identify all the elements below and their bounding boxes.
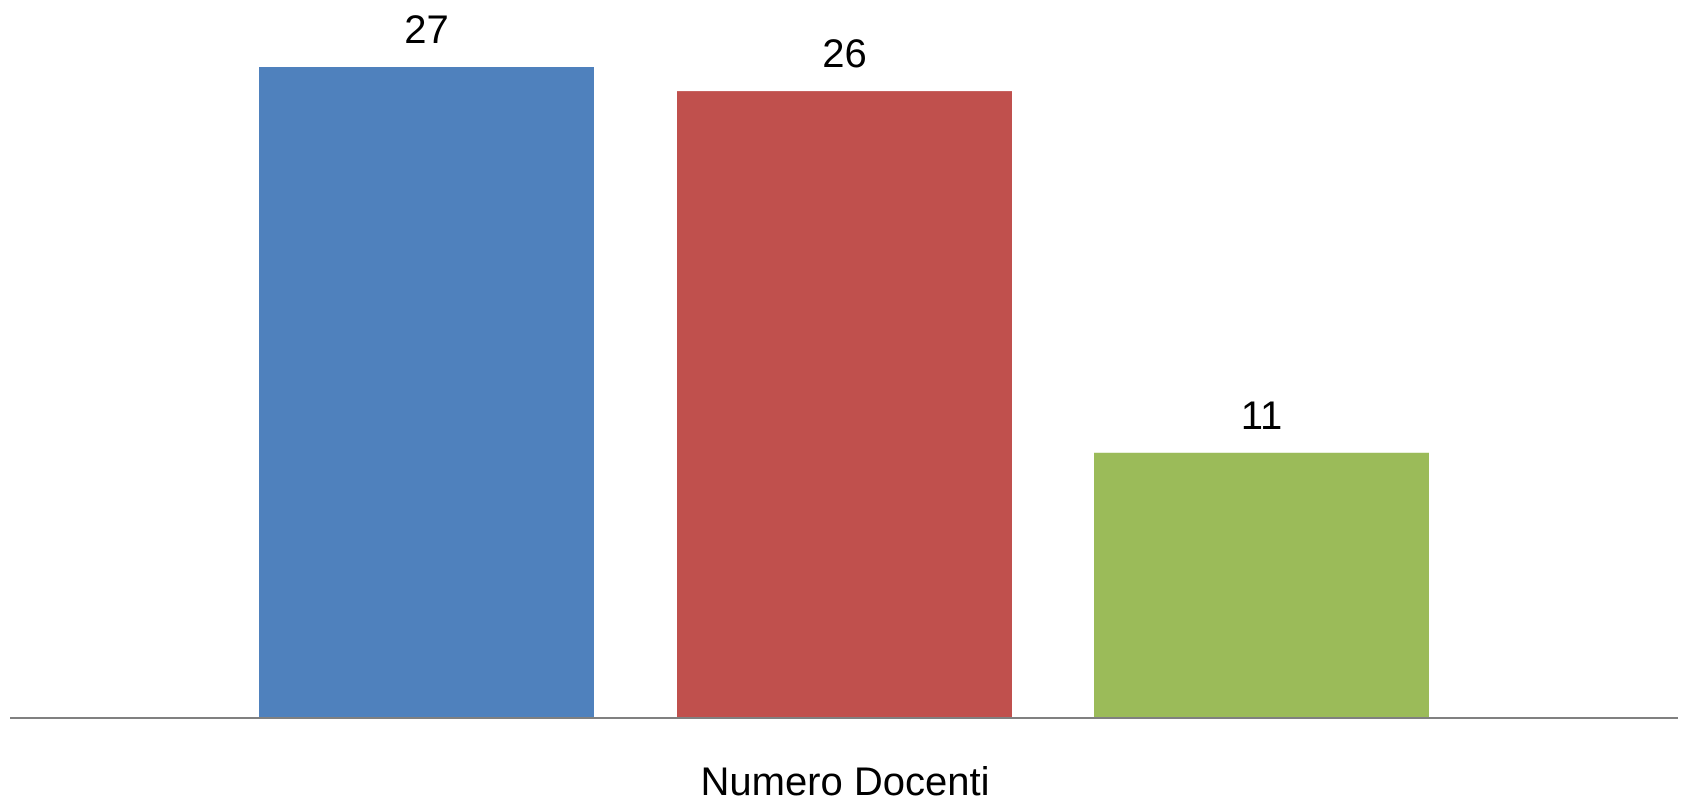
bars-layer <box>259 67 1429 719</box>
bar-2 <box>677 91 1012 719</box>
data-label-3: 11 <box>1241 394 1283 438</box>
data-label-2: 26 <box>822 32 867 76</box>
data-labels-layer: 27 26 11 <box>404 8 1282 438</box>
bar-1 <box>259 67 594 718</box>
data-label-1: 27 <box>404 8 449 52</box>
bar-3 <box>1094 452 1429 718</box>
category-label: Numero Docenti <box>700 760 989 800</box>
